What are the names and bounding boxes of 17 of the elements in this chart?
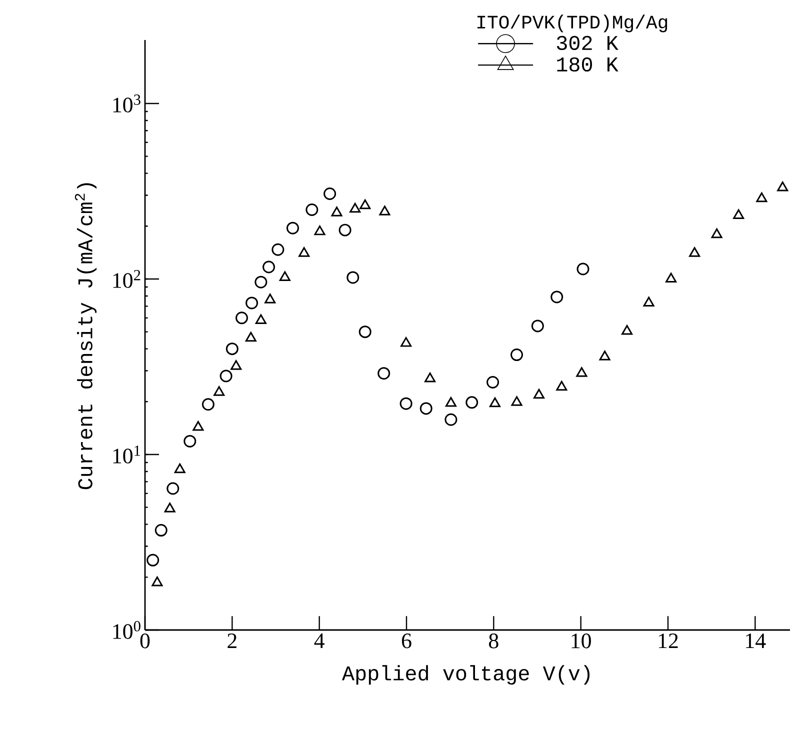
x-tick-label: 12 [658,634,678,648]
y-tick-label: 10$^{0}$ [113,621,140,639]
x-tick-label: 2 [228,634,236,648]
x-tick-label: 14 [746,634,766,648]
x-tick-label: 4 [314,634,324,648]
x-tick-label: 6 [402,634,412,648]
y-tick-label: 10$^{3}$ [113,94,140,112]
y-tick-label: 10$^{1}$ [113,446,140,464]
x-axis-title: Applied voltage V(v) [342,665,590,685]
y-axis-title: Current density J(mA/cm$^{2}$) [74,183,97,490]
y-tick-label: 10$^{2}$ [113,270,140,288]
legend-label: 302 K [556,36,618,50]
x-tick-label: 10 [572,634,591,648]
legend-title: ITO/PVK(TPD)Mg/Ag [477,14,668,32]
x-tick-label: 0 [140,634,150,648]
x-tick-label: 8 [489,634,498,648]
legend-label: 180 K [557,57,618,72]
